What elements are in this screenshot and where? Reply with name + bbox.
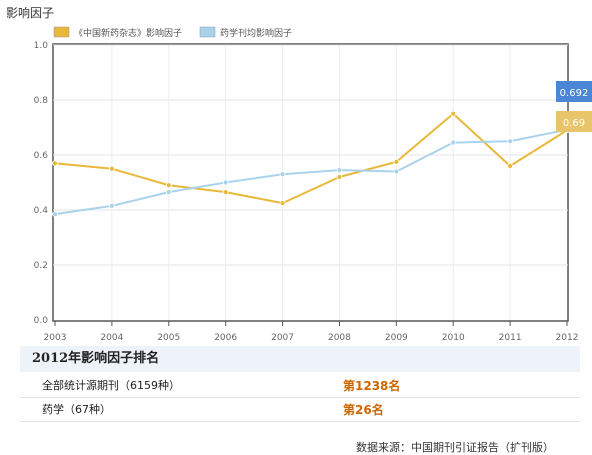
- end-label-text: 0.692: [560, 88, 589, 99]
- legend: 《中国新药杂志》影响因子 药学刊均影响因子: [53, 26, 292, 39]
- ranking-header: 2012年影响因子排名: [20, 346, 580, 372]
- series-line: [54, 112, 568, 205]
- data-point: [450, 110, 457, 117]
- series-line: [54, 128, 568, 216]
- data-point: [393, 158, 400, 165]
- ranking-row: 全部统计源期刊（6159种） 第1238名: [20, 374, 580, 398]
- data-point: [108, 165, 115, 172]
- x-tick-label: 2009: [385, 333, 408, 343]
- x-tick-label: 2006: [214, 333, 237, 343]
- ranking-row-value: 第1238名: [343, 379, 401, 393]
- x-tick-label: 2007: [271, 333, 294, 343]
- ranking-row-value: 第26名: [343, 403, 384, 417]
- legend-label: 药学刊均影响因子: [220, 27, 292, 39]
- y-tick-label: 0.0: [34, 316, 49, 326]
- legend-swatch: [199, 26, 216, 38]
- x-axis-ticks: 2003 2004 2005 2006 2007 2008 2009 2010 2011 2012: [44, 321, 579, 343]
- data-source-note: 数据来源：中国期刊引证报告（扩刊版）: [356, 441, 554, 454]
- data-point: [108, 202, 115, 209]
- data-point: [279, 200, 286, 207]
- data-point: [165, 189, 172, 196]
- data-point: [507, 138, 514, 145]
- data-point: [450, 139, 457, 146]
- x-tick-label: 2003: [44, 333, 67, 343]
- data-point: [165, 182, 172, 189]
- x-tick-label: 2008: [328, 333, 351, 343]
- plot-frame: [52, 43, 569, 322]
- x-tick-label: 2004: [100, 333, 123, 343]
- y-axis-ticks: 0.0 0.2 0.4 0.6 0.8 1.0: [34, 41, 49, 326]
- data-point: [393, 168, 400, 175]
- y-tick-label: 0.6: [34, 151, 49, 161]
- data-point: [52, 211, 58, 218]
- page-title: 影响因子: [6, 6, 55, 20]
- end-label-text: 0.69: [563, 118, 585, 129]
- ranking-row-label: 全部统计源期刊（6159种）: [42, 379, 180, 392]
- y-tick-label: 0.4: [34, 206, 49, 216]
- legend-label: 《中国新药杂志》影响因子: [74, 27, 182, 39]
- x-tick-label: 2011: [499, 333, 522, 343]
- data-point: [336, 174, 343, 180]
- end-label-box: [556, 111, 592, 132]
- data-point: [52, 160, 58, 167]
- data-point: [336, 167, 343, 174]
- y-tick-label: 0.8: [34, 96, 49, 106]
- end-label-box: [556, 81, 592, 102]
- series-group: [52, 110, 570, 218]
- ranking-row: 药学（67种） 第26名: [20, 398, 580, 422]
- impact-factor-chart: 《中国新药杂志》影响因子 药学刊均影响因子 0.00.20.40.60.81.0 …: [34, 26, 592, 343]
- data-point: [507, 163, 514, 169]
- y-tick-label: 1.0: [34, 41, 49, 51]
- x-tick-label: 2010: [442, 333, 465, 343]
- end-labels: 0.692 0.69: [556, 81, 592, 132]
- x-tick-label: 2005: [157, 333, 180, 343]
- x-tick-label: 2012: [556, 333, 579, 343]
- y-tick-label: 0.2: [34, 261, 48, 271]
- legend-swatch: [53, 26, 70, 38]
- data-point: [222, 189, 229, 196]
- ranking-row-label: 药学（67种）: [42, 403, 111, 416]
- grid-lines: [53, 44, 568, 320]
- data-point: [279, 171, 286, 178]
- data-point: [222, 179, 229, 186]
